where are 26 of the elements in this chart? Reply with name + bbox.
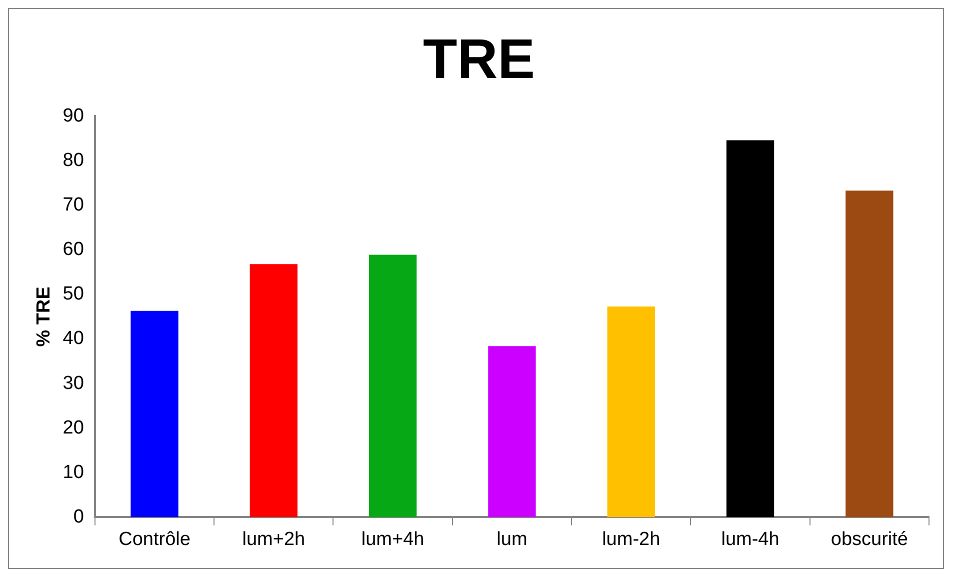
x-tick-label: lum+2h [242,528,306,550]
y-tick-label: 50 [62,284,84,305]
y-axis-title: % TRE [34,286,55,347]
y-tick-label: 70 [62,194,84,216]
bar [726,140,774,518]
y-tick-label: 10 [62,462,84,483]
bar [130,310,178,518]
x-tick-label: lum+4h [361,528,424,550]
x-tick-label: lum-4h [721,528,780,550]
x-tick-label: lum-2h [602,528,660,550]
chart-title: TRE [423,27,535,90]
bar [846,190,894,518]
y-tick-label: 40 [62,328,84,350]
bar [488,346,536,518]
y-tick-label: 90 [62,105,84,126]
x-tick-label: Contrôle [118,528,190,550]
bar [368,254,417,518]
y-tick-label: 0 [73,506,84,528]
bar [250,264,298,518]
y-tick-label: 60 [62,239,84,260]
y-tick-label: 80 [62,150,84,171]
y-tick-label: 30 [62,372,84,394]
x-tick-label: lum [496,528,528,550]
x-tick-label: obscurité [830,528,908,550]
y-tick-label: 20 [62,417,84,438]
bar [607,306,655,518]
